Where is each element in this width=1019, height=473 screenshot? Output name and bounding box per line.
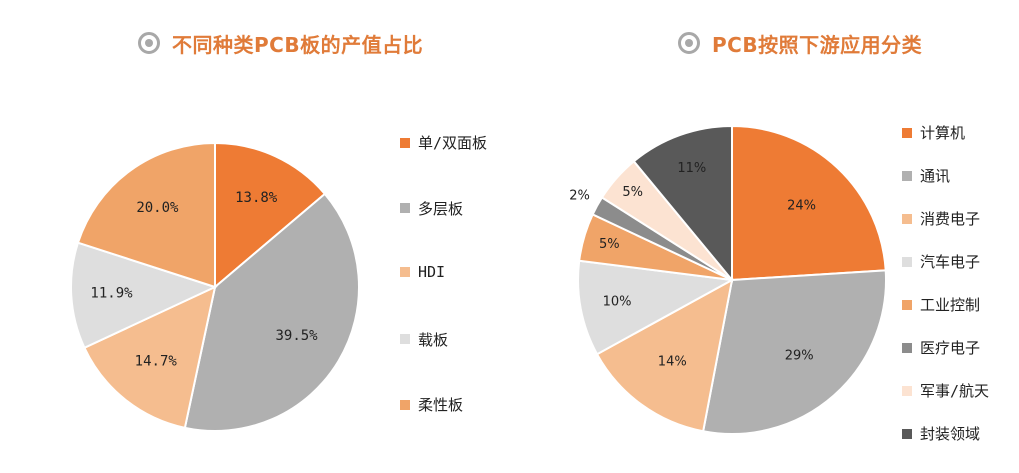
right-legend-item: 汽车电子 xyxy=(902,251,980,272)
right-legend-swatch xyxy=(902,256,912,267)
left-slice-label-3: 11.9% xyxy=(90,285,133,301)
right-pie-slice-7 xyxy=(632,124,733,283)
right-legend-swatch xyxy=(902,299,912,310)
right-legend-label: 通讯 xyxy=(920,167,951,185)
right-slice-label-4: 5% xyxy=(599,237,620,252)
left-chart-title: 不同种类PCB板的产值占比 xyxy=(138,26,423,60)
right-slice-label-7: 11% xyxy=(677,161,706,176)
left-legend-swatch xyxy=(400,334,410,344)
right-legend-label: 计算机 xyxy=(920,124,966,142)
left-legend-label: 多层板 xyxy=(418,199,464,218)
right-pie-slice-0 xyxy=(731,124,887,282)
left-legend-item: HDI xyxy=(400,263,445,281)
right-slice-label-5: 2% xyxy=(569,189,590,204)
left-legend-item: 单/双面板 xyxy=(400,132,487,153)
right-legend-label: 汽车电子 xyxy=(920,253,981,271)
left-legend-label: 柔性板 xyxy=(418,396,464,414)
left-slice-label-4: 20.0% xyxy=(136,200,179,216)
right-chart-title: PCB按照下游应用分类 xyxy=(678,26,922,60)
right-slice-label-2: 14% xyxy=(658,355,687,370)
left-legend-item: 载板 xyxy=(400,329,448,350)
right-legend-swatch xyxy=(902,385,912,396)
right-pie-slice-3 xyxy=(577,259,736,356)
target-icon xyxy=(678,32,700,54)
right-legend-label: 封装领域 xyxy=(920,425,981,443)
right-legend-item: 通讯 xyxy=(902,165,950,186)
right-legend-item: 计算机 xyxy=(902,122,965,143)
right-legend-item: 军事/航天 xyxy=(902,380,989,401)
left-legend-swatch xyxy=(400,267,410,277)
left-chart-title-text: 不同种类PCB板的产值占比 xyxy=(172,32,424,57)
right-slice-label-3: 10% xyxy=(603,294,632,309)
left-legend-item: 柔性板 xyxy=(400,394,463,415)
right-legend-swatch xyxy=(902,428,912,439)
left-pie-slice-0 xyxy=(214,141,327,290)
right-legend-item: 封装领域 xyxy=(902,423,980,444)
right-pie-slice-2 xyxy=(595,278,734,433)
right-legend-label: 军事/航天 xyxy=(920,382,990,400)
right-legend-item: 医疗电子 xyxy=(902,337,980,358)
right-pie-slice-1 xyxy=(701,269,887,435)
left-slice-label-1: 39.5% xyxy=(275,328,318,344)
left-legend-item: 多层板 xyxy=(400,198,463,219)
left-legend-label: 载板 xyxy=(418,330,449,349)
target-icon xyxy=(138,32,160,54)
left-legend-swatch xyxy=(400,137,410,148)
right-slice-label-1: 29% xyxy=(785,349,814,364)
right-legend-item: 消费电子 xyxy=(902,208,980,229)
left-pie-slice-2 xyxy=(83,285,217,430)
left-legend-label: 单/双面板 xyxy=(418,134,488,152)
right-legend-swatch xyxy=(902,170,912,181)
left-legend-label: HDI xyxy=(418,263,446,281)
right-legend-label: 医疗电子 xyxy=(920,339,981,357)
right-chart-title-text: PCB按照下游应用分类 xyxy=(712,32,923,57)
left-pie-slice-4 xyxy=(76,141,216,289)
left-legend-swatch xyxy=(400,399,410,410)
right-slice-label-0: 24% xyxy=(787,198,816,213)
left-slice-label-2: 14.7% xyxy=(135,353,178,369)
left-legend-swatch xyxy=(400,203,410,213)
right-legend-label: 消费电子 xyxy=(920,210,981,228)
right-slice-label-6: 5% xyxy=(622,185,643,200)
left-pie-slice-1 xyxy=(183,192,360,432)
left-slice-label-0: 13.8% xyxy=(235,190,278,206)
right-legend-swatch xyxy=(902,342,912,353)
right-legend-swatch xyxy=(902,213,912,224)
right-legend-item: 工业控制 xyxy=(902,294,980,315)
left-pie-slice-3 xyxy=(70,241,218,350)
right-legend-swatch xyxy=(902,127,912,138)
right-legend-label: 工业控制 xyxy=(920,296,981,314)
